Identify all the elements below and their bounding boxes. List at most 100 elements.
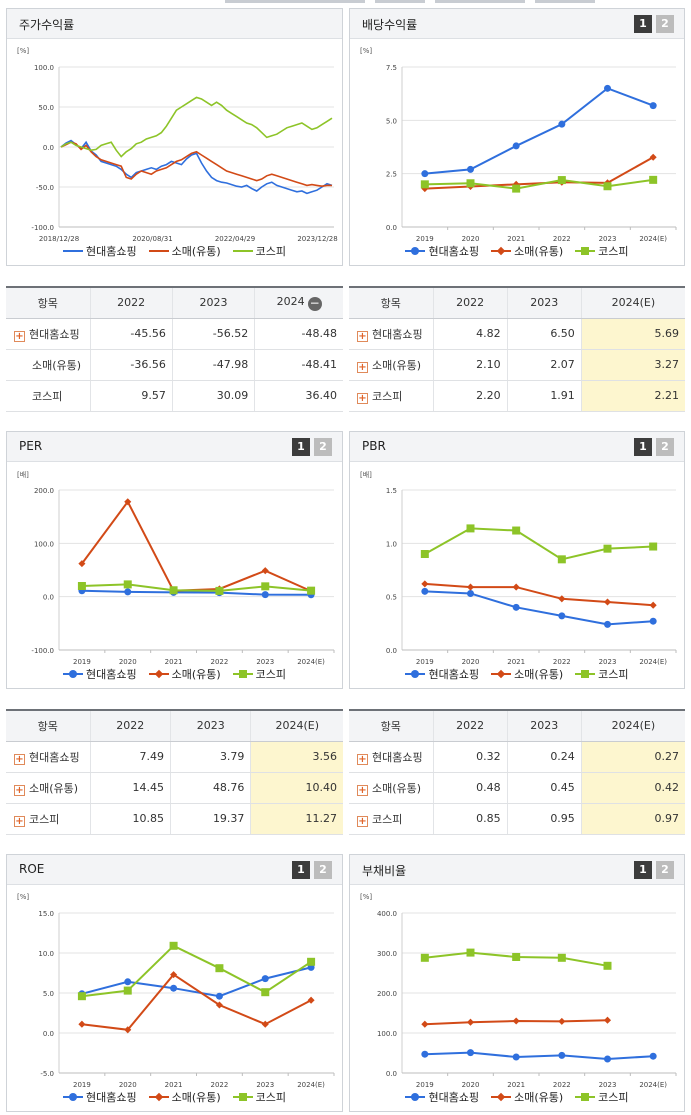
roe-period-button-1[interactable]: 1 xyxy=(292,861,310,879)
pbr-series-line-2 xyxy=(424,527,654,561)
per-table-header-label: 2023 xyxy=(196,719,225,733)
expand-plus-icon[interactable]: + xyxy=(357,815,368,827)
dividend-legend-item[interactable]: 코스피 xyxy=(575,243,629,259)
roe-x-tick-label: 2021 xyxy=(165,1081,183,1089)
dividend-legend-item[interactable]: 소매(유통) xyxy=(491,243,563,259)
expand-plus-icon[interactable]: + xyxy=(14,815,25,827)
pbr-value-cell: 0.42 xyxy=(580,772,685,804)
stock-table-header-label: 2022 xyxy=(117,296,146,310)
stock-row-label: 코스피 xyxy=(32,389,63,403)
table-row: + 현대홈쇼핑 0.32 0.24 0.27 xyxy=(349,741,685,773)
dividend-period-button-2[interactable]: 2 xyxy=(656,15,674,33)
dividend-unit-label: [%] xyxy=(360,47,373,55)
dividend-series-line-0 xyxy=(424,87,654,175)
roe-data-point xyxy=(78,1020,86,1028)
pbr-legend-item[interactable]: 현대홈쇼핑 xyxy=(405,666,479,682)
pbr-legend-swatch xyxy=(575,669,596,679)
per-data-point xyxy=(261,567,269,575)
debt-legend-swatch xyxy=(575,1092,596,1102)
per-chart: 200.0 100.0 0.0 -100.0 2019 2020 2021 2022 2023 2… xyxy=(31,487,335,666)
pbr-legend-item[interactable]: 코스피 xyxy=(575,666,629,682)
dividend-chart: 7.5 5.0 2.5 0.0 2019 2020 2021 2022 2023 2024(E) xyxy=(386,64,677,243)
debt-y-tick-label: 100.0 xyxy=(377,1030,397,1038)
pbr-data-point xyxy=(466,524,475,533)
dividend-data-point xyxy=(649,102,657,110)
roe-period-button-2[interactable]: 2 xyxy=(314,861,332,879)
debt-data-point xyxy=(603,1016,612,1024)
per-period-button-1[interactable]: 1 xyxy=(292,438,310,456)
collapse-minus-icon[interactable]: − xyxy=(307,295,322,311)
pbr-x-tick-label: 2021 xyxy=(507,658,525,666)
dividend-table-header: 2022 xyxy=(432,287,508,319)
pbr-period-button-2[interactable]: 2 xyxy=(656,438,674,456)
debt-panel-title: 부채비율 xyxy=(362,864,407,878)
pbr-data-point xyxy=(649,617,657,625)
per-row-label: 코스피 xyxy=(29,812,60,826)
per-row-label-cell: + 코스피 xyxy=(6,803,90,835)
roe-data-point xyxy=(169,941,178,950)
stock-y-tick-label: 50.0 xyxy=(38,104,54,112)
debt-legend-item[interactable]: 코스피 xyxy=(575,1089,629,1105)
per-value-cell: 11.27 xyxy=(250,803,343,835)
roe-y-tick-label: -5.0 xyxy=(40,1070,54,1078)
per-panel: PER 1 2 [배] 200.0 100.0 0.0 -100.0 2019 2020 2021 2… xyxy=(6,431,343,689)
expand-plus-icon[interactable]: + xyxy=(14,330,25,342)
pbr-y-tick-label: 0.5 xyxy=(386,594,397,602)
stock-row-label: 소매(유통) xyxy=(32,358,82,372)
per-period-button-2[interactable]: 2 xyxy=(314,438,332,456)
expand-plus-icon[interactable]: + xyxy=(14,753,25,765)
debt-y-tick-label: 400.0 xyxy=(377,910,397,918)
stock-return-panel: 주가수익률 [%] 100.0 50.0 0.0 -50.0 -100.0 2018/12/2… xyxy=(6,8,343,266)
roe-legend-item[interactable]: 소매(유통) xyxy=(148,1089,221,1105)
per-table-header-label: 항목 xyxy=(37,719,58,733)
expand-plus-icon[interactable]: + xyxy=(357,784,368,796)
stock-x-tick-label: 2022/04/29 xyxy=(215,235,255,243)
debt-data-point xyxy=(604,1055,611,1063)
debt-period-button-1[interactable]: 1 xyxy=(634,861,652,879)
debt-period-button-2[interactable]: 2 xyxy=(656,861,674,879)
stock-y-tick-label: -50.0 xyxy=(36,184,54,192)
roe-x-tick-label: 2019 xyxy=(73,1081,91,1089)
dividend-series-line-2 xyxy=(424,178,654,190)
dividend-value-cell: 2.07 xyxy=(506,349,582,381)
expand-plus-icon[interactable]: + xyxy=(357,392,368,404)
stock-chart: 100.0 50.0 0.0 -50.0 -100.0 2018/12/28 2020/08… xyxy=(31,64,337,243)
dividend-legend-item[interactable]: 현대홈쇼핑 xyxy=(405,243,479,259)
dividend-legend-swatch xyxy=(491,246,512,256)
stock-legend-item[interactable]: 코스피 xyxy=(232,243,286,259)
per-legend-item[interactable]: 코스피 xyxy=(232,666,286,682)
roe-x-tick-label: 2023 xyxy=(256,1081,274,1089)
stock-legend-item[interactable]: 소매(유통) xyxy=(148,243,221,259)
roe-data-point xyxy=(215,992,223,1000)
pbr-data-point xyxy=(557,555,566,564)
roe-y-tick-label: 5.0 xyxy=(43,990,54,998)
debt-y-tick-label: 200.0 xyxy=(377,990,397,998)
expand-plus-icon[interactable]: + xyxy=(357,330,368,342)
dividend-period-button-1[interactable]: 1 xyxy=(634,15,652,33)
roe-legend-item[interactable]: 현대홈쇼핑 xyxy=(62,1089,137,1105)
expand-plus-icon[interactable]: + xyxy=(14,784,25,796)
expand-plus-icon[interactable]: + xyxy=(357,753,368,765)
expand-plus-icon[interactable]: + xyxy=(357,361,368,373)
roe-data-point xyxy=(123,986,132,995)
per-legend-item[interactable]: 현대홈쇼핑 xyxy=(62,666,137,682)
debt-legend-item[interactable]: 소매(유통) xyxy=(491,1089,563,1105)
per-legend-swatch xyxy=(148,669,169,679)
roe-legend-swatch xyxy=(148,1092,169,1102)
roe-y-tick-label: 10.0 xyxy=(38,950,54,958)
debt-legend-item[interactable]: 현대홈쇼핑 xyxy=(405,1089,479,1105)
stock-row-label-cell: + 현대홈쇼핑 xyxy=(6,318,90,350)
stock-value-cell: 36.40 xyxy=(254,380,343,412)
stock-legend-item[interactable]: 현대홈쇼핑 xyxy=(62,243,137,259)
per-legend-label: 현대홈쇼핑 xyxy=(85,668,137,681)
pbr-legend-item[interactable]: 소매(유통) xyxy=(491,666,563,682)
per-row-label: 소매(유통) xyxy=(29,781,79,795)
dividend-data-point xyxy=(467,165,474,173)
pbr-period-button-1[interactable]: 1 xyxy=(634,438,652,456)
table-row: + 현대홈쇼핑 7.49 3.79 3.56 xyxy=(6,741,343,773)
roe-legend-item[interactable]: 코스피 xyxy=(232,1089,286,1105)
dividend-legend-label: 코스피 xyxy=(598,245,629,258)
dividend-value-cell: 1.91 xyxy=(506,380,582,412)
per-legend-item[interactable]: 소매(유통) xyxy=(148,666,221,682)
pbr-data-point xyxy=(604,620,611,628)
